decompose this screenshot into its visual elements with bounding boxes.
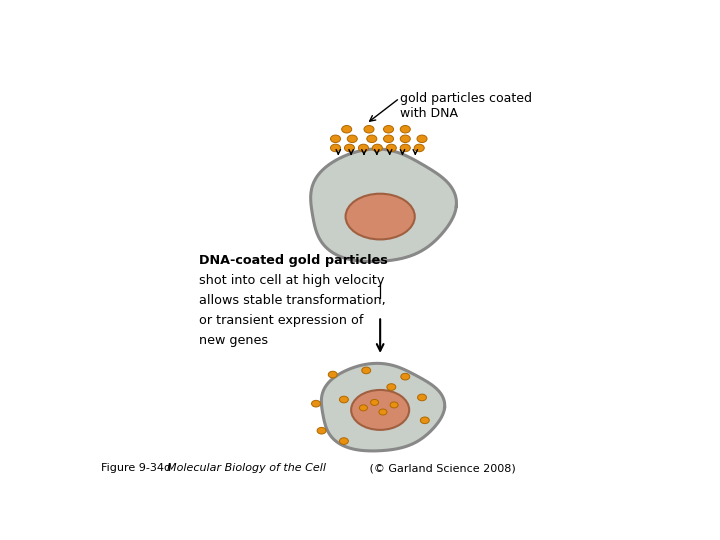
Ellipse shape: [346, 194, 415, 239]
Circle shape: [366, 135, 377, 143]
Circle shape: [400, 135, 410, 143]
Circle shape: [371, 400, 379, 406]
Circle shape: [387, 384, 396, 390]
Text: allows stable transformation,: allows stable transformation,: [199, 294, 386, 307]
Circle shape: [328, 371, 337, 378]
Circle shape: [359, 144, 369, 152]
Text: (© Garland Science 2008): (© Garland Science 2008): [366, 463, 516, 473]
Text: or transient expression of: or transient expression of: [199, 314, 363, 327]
Polygon shape: [310, 149, 456, 261]
Circle shape: [384, 125, 394, 133]
Circle shape: [339, 438, 348, 444]
Circle shape: [330, 144, 341, 152]
Ellipse shape: [351, 390, 409, 430]
Circle shape: [417, 135, 427, 143]
Circle shape: [400, 125, 410, 133]
Text: DNA-coated gold particles: DNA-coated gold particles: [199, 254, 387, 267]
Circle shape: [384, 135, 394, 143]
Circle shape: [342, 125, 351, 133]
Circle shape: [420, 417, 429, 424]
Circle shape: [401, 373, 410, 380]
Circle shape: [361, 367, 371, 374]
Text: shot into cell at high velocity: shot into cell at high velocity: [199, 274, 384, 287]
Text: Figure 9-34d: Figure 9-34d: [101, 463, 171, 473]
Circle shape: [344, 144, 354, 152]
Circle shape: [347, 135, 357, 143]
Circle shape: [372, 144, 382, 152]
Circle shape: [379, 409, 387, 415]
Circle shape: [312, 400, 320, 407]
Circle shape: [418, 394, 426, 401]
Circle shape: [339, 396, 348, 403]
Circle shape: [359, 405, 367, 411]
Text: |: |: [377, 284, 383, 299]
Text: Molecular Biology of the Cell: Molecular Biology of the Cell: [160, 463, 325, 473]
Polygon shape: [321, 363, 445, 451]
Circle shape: [330, 135, 341, 143]
Circle shape: [390, 402, 398, 408]
Circle shape: [400, 144, 410, 152]
Circle shape: [364, 125, 374, 133]
Text: gold particles coated
with DNA: gold particles coated with DNA: [400, 92, 531, 120]
Circle shape: [317, 427, 326, 434]
Circle shape: [414, 144, 424, 152]
Text: new genes: new genes: [199, 334, 268, 347]
Circle shape: [387, 144, 396, 152]
